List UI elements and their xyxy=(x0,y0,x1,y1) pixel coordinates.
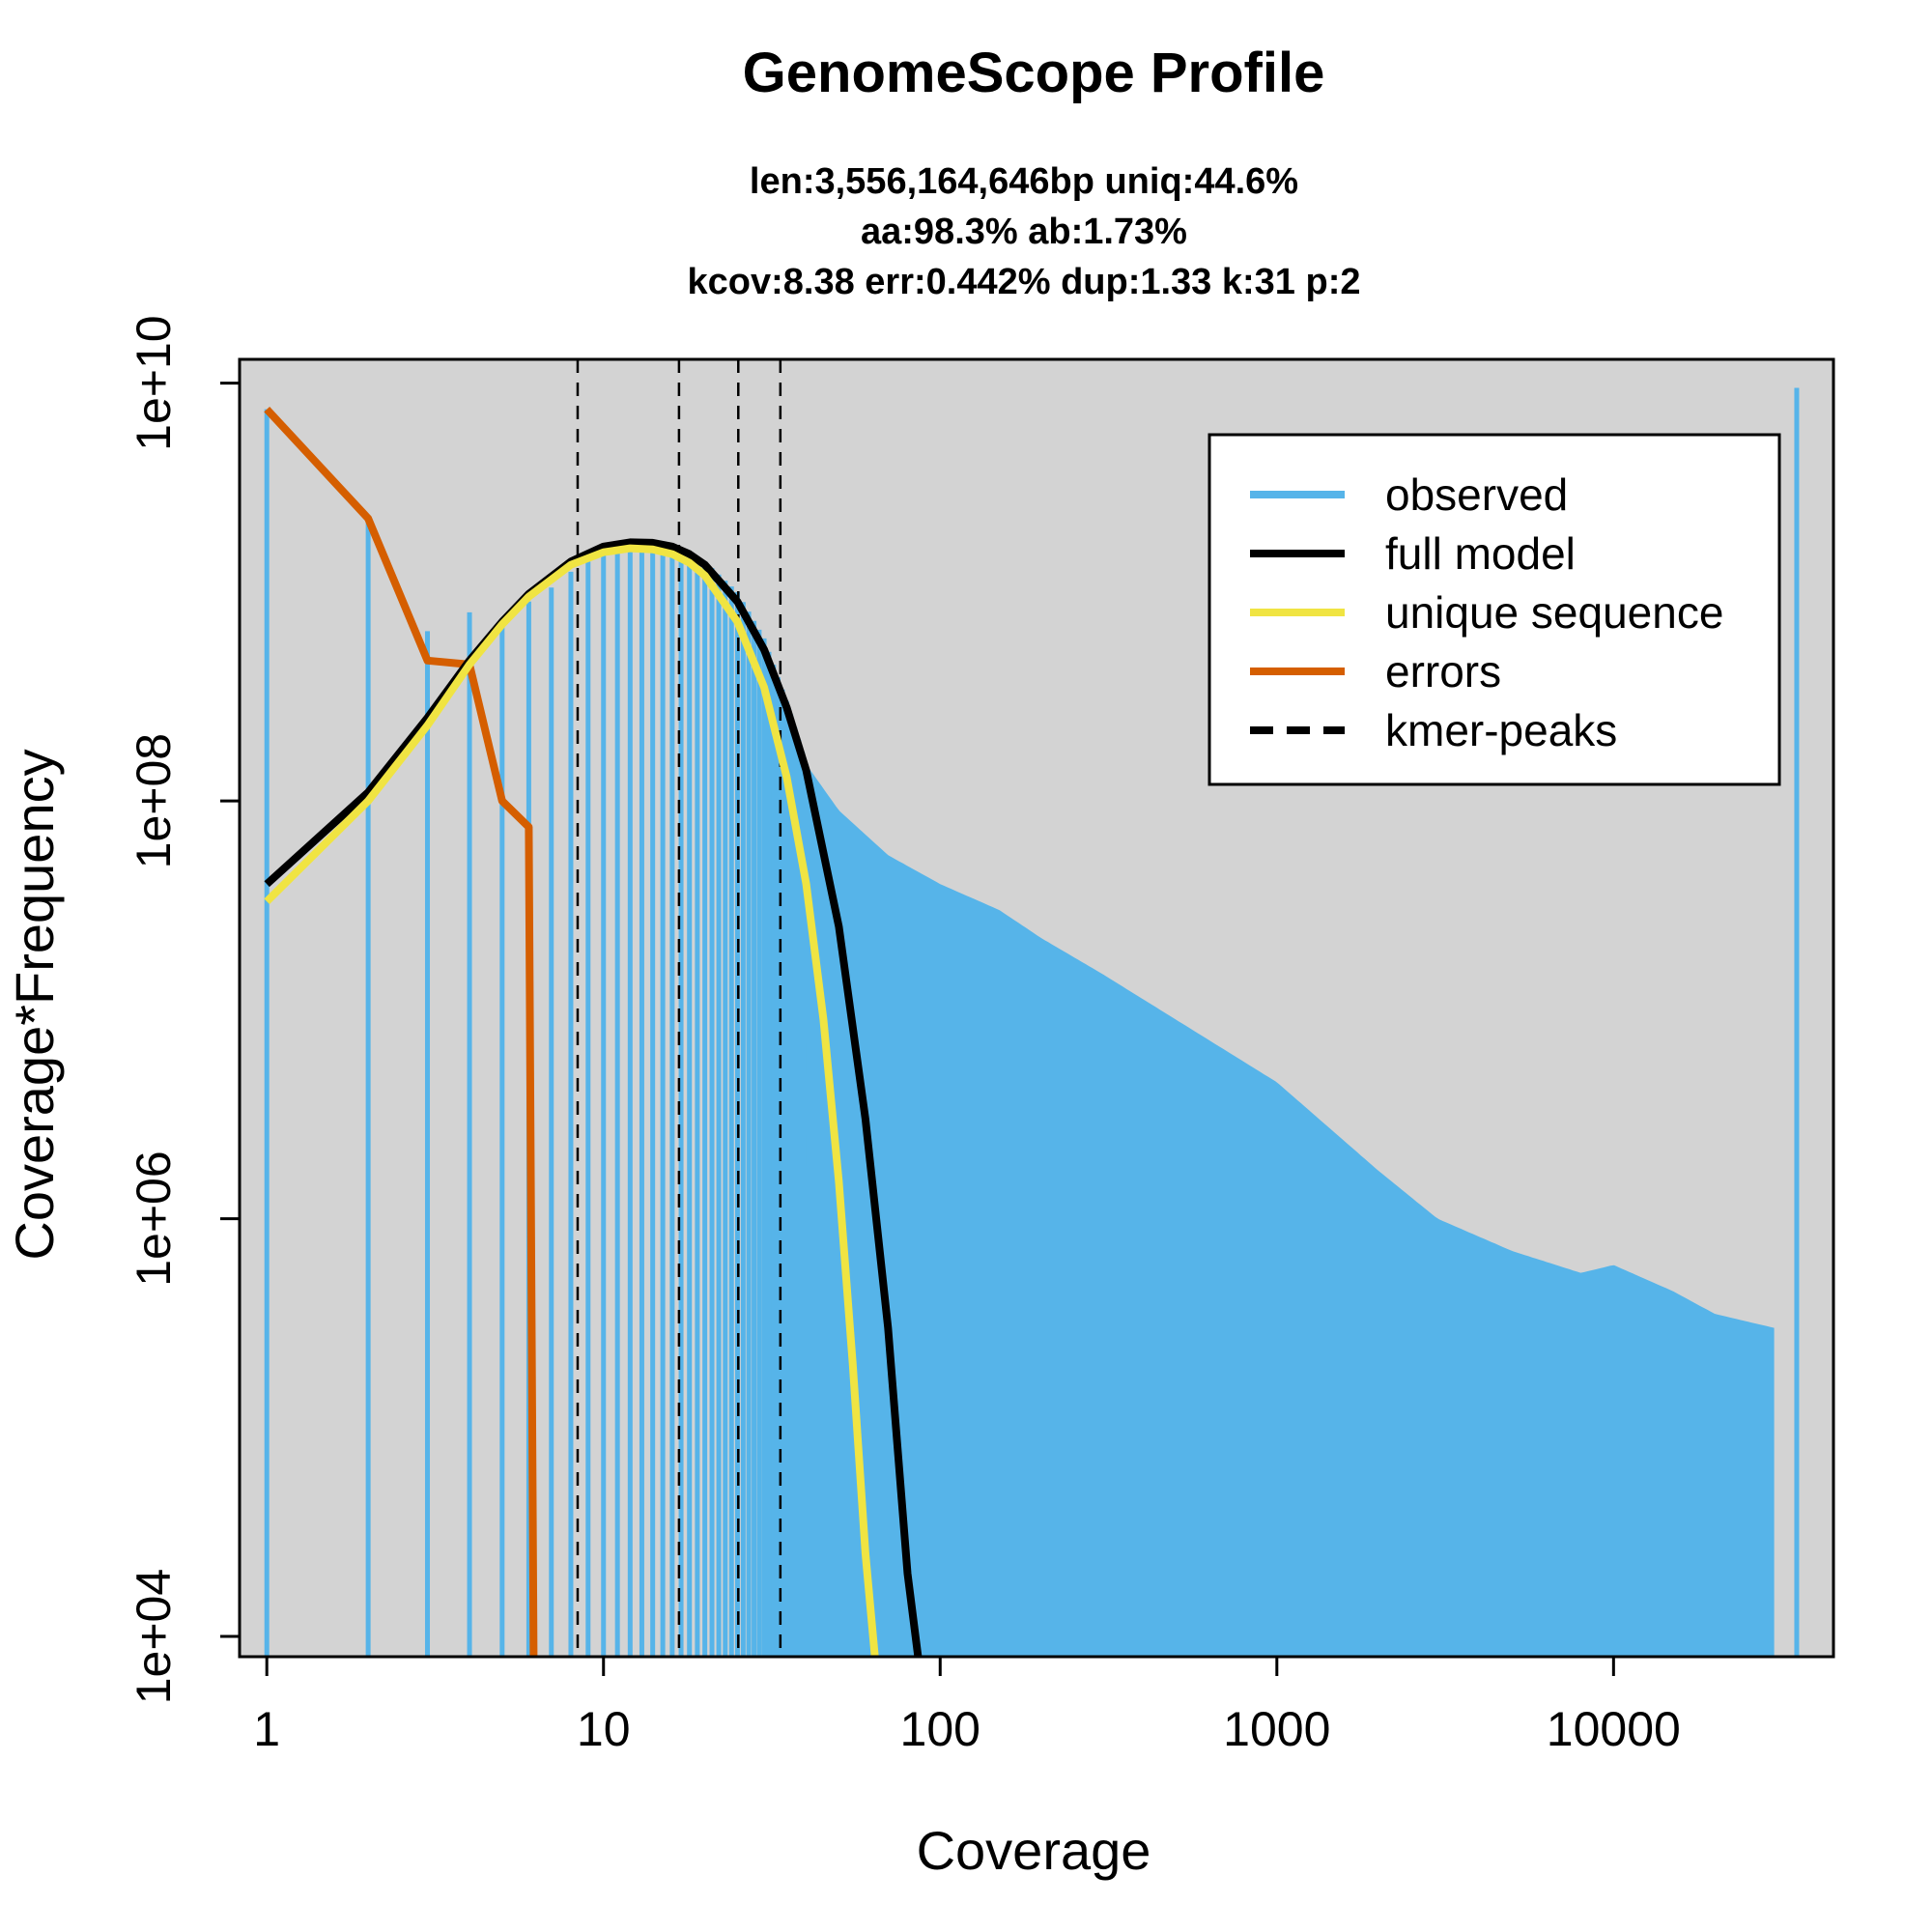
x-tick-label: 100 xyxy=(900,1702,980,1756)
y-tick-label: 1e+10 xyxy=(127,315,181,450)
model-lines xyxy=(264,406,923,1658)
legend-label: observed xyxy=(1385,469,1568,520)
observed-tail-area xyxy=(806,764,1775,1657)
observed-histogram xyxy=(264,387,1800,1657)
chart-subtitle-line-1: len:3,556,164,646bp uniq:44.6% xyxy=(750,161,1298,202)
y-tick-label: 1e+04 xyxy=(127,1569,181,1704)
legend-label: unique sequence xyxy=(1385,587,1723,638)
y-tick-label: 1e+06 xyxy=(127,1151,181,1286)
y-axis-label: Coverage*Frequency xyxy=(4,749,65,1260)
y-tick-label: 1e+08 xyxy=(127,733,181,868)
x-tick-label: 1 xyxy=(253,1702,280,1756)
x-tick-label: 10000 xyxy=(1547,1702,1681,1756)
x-axis-label: Coverage xyxy=(917,1820,1151,1881)
chart-title: GenomeScope Profile xyxy=(743,42,1325,104)
chart-subtitle-line-3: kcov:8.38 err:0.442% dup:1.33 k:31 p:2 xyxy=(687,262,1360,302)
axes: 1 10 100 1000 10000 1e+04 1e+06 1e+08 1e+10 xyxy=(127,315,1681,1756)
legend: observed full model unique sequence errors k… xyxy=(1208,433,1781,786)
x-tick-label: 10 xyxy=(577,1702,631,1756)
legend-label: full model xyxy=(1385,528,1576,579)
kmer-peak-lines xyxy=(576,359,782,1657)
legend-label: kmer-peaks xyxy=(1385,705,1617,755)
unique-sequence-line xyxy=(264,544,879,1658)
legend-label: errors xyxy=(1385,646,1501,696)
x-tick-label: 1000 xyxy=(1223,1702,1330,1756)
chart-subtitle-line-2: aa:98.3% ab:1.73% xyxy=(861,212,1187,252)
